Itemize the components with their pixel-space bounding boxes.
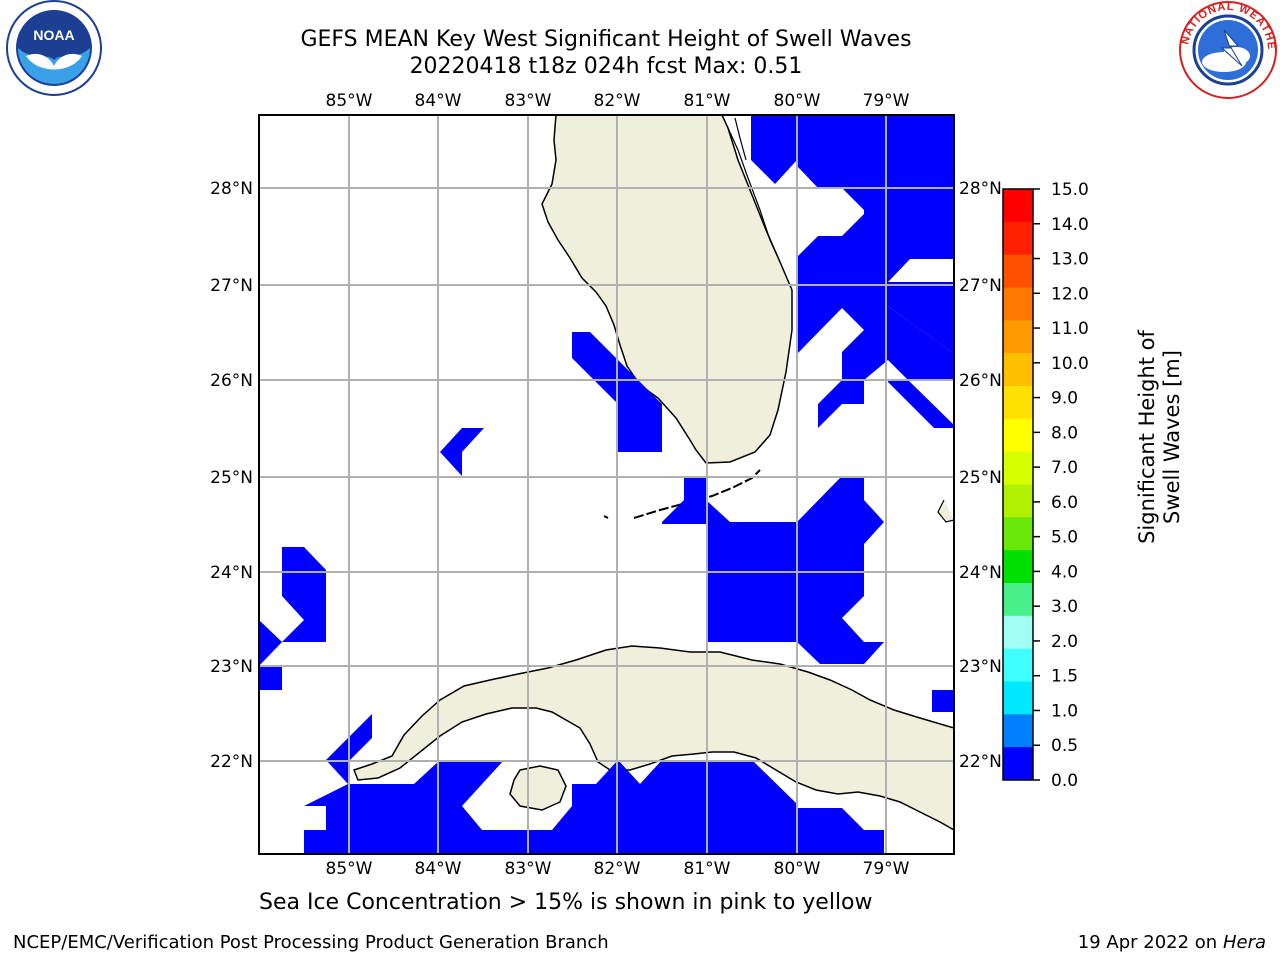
colorbar-tick-label: 4.0 bbox=[1051, 562, 1078, 582]
lat-label-left: 25°N bbox=[210, 468, 253, 488]
lat-label-right: 27°N bbox=[959, 276, 1002, 296]
swell-wave-field bbox=[259, 115, 954, 854]
lon-label-bottom: 80°W bbox=[774, 859, 821, 879]
colorbar-segment bbox=[1003, 517, 1033, 551]
lon-label-top: 83°W bbox=[505, 91, 552, 111]
colorbar-tick-label: 3.0 bbox=[1051, 597, 1078, 617]
lon-label-top: 79°W bbox=[863, 91, 910, 111]
lat-label-right: 26°N bbox=[959, 371, 1002, 391]
lat-label-left: 24°N bbox=[210, 563, 253, 583]
lat-label-right: 25°N bbox=[959, 468, 1002, 488]
svg-text:NOAA: NOAA bbox=[33, 27, 74, 43]
colorbar-segment bbox=[1003, 714, 1033, 748]
colorbar-label: Significant Height of Swell Waves [m] bbox=[1135, 330, 1184, 544]
colorbar-segment bbox=[1003, 386, 1033, 420]
colorbar-segment bbox=[1003, 353, 1033, 387]
map-frame bbox=[258, 114, 955, 855]
lon-label-top: 81°W bbox=[684, 91, 731, 111]
lat-label-left: 22°N bbox=[210, 752, 253, 772]
colorbar-segment bbox=[1003, 287, 1033, 321]
cuba-land bbox=[353, 645, 954, 854]
colorbar-tick-label: 12.0 bbox=[1051, 284, 1089, 304]
lon-label-bottom: 81°W bbox=[684, 859, 731, 879]
colorbar-segment bbox=[1003, 583, 1033, 617]
colorbar-segment bbox=[1003, 189, 1033, 223]
colorbar-tick-label: 1.0 bbox=[1051, 701, 1078, 721]
colorbar-frame bbox=[1002, 188, 1034, 781]
lat-label-right: 24°N bbox=[959, 563, 1002, 583]
colorbar-segment bbox=[1003, 451, 1033, 485]
noaa-logo-icon: NOAA bbox=[6, 0, 102, 96]
lat-label-left: 26°N bbox=[210, 371, 253, 391]
colorbar-segment bbox=[1003, 747, 1033, 781]
colorbar-tick-label: 9.0 bbox=[1051, 389, 1078, 409]
colorbar-tick-label: 11.0 bbox=[1051, 319, 1089, 339]
colorbar-segment bbox=[1003, 418, 1033, 453]
national-weather-service-logo-icon: NATIONAL WEATHER SERVICE bbox=[1176, 0, 1277, 99]
lat-label-right: 22°N bbox=[959, 752, 1002, 772]
lon-label-bottom: 79°W bbox=[863, 859, 910, 879]
colorbar-segment bbox=[1003, 320, 1033, 354]
lat-label-left: 28°N bbox=[210, 179, 253, 199]
lon-label-top: 82°W bbox=[594, 91, 641, 111]
colorbar-tick-label: 1.5 bbox=[1051, 667, 1078, 687]
lat-label-left: 27°N bbox=[210, 276, 253, 296]
lon-label-bottom: 82°W bbox=[594, 859, 641, 879]
colorbar-segment bbox=[1003, 615, 1033, 650]
lon-label-top: 85°W bbox=[326, 91, 373, 111]
lon-label-bottom: 83°W bbox=[505, 859, 552, 879]
colorbar-tick-label: 6.0 bbox=[1051, 493, 1078, 513]
colorbar-tick-label: 0.5 bbox=[1051, 736, 1078, 756]
colorbar bbox=[1003, 189, 1033, 781]
isla-juventud bbox=[509, 765, 567, 811]
colorbar-tick-label: 14.0 bbox=[1051, 215, 1089, 235]
colorbar-tick-label: 7.0 bbox=[1051, 458, 1078, 478]
colorbar-tick-label: 15.0 bbox=[1051, 180, 1089, 200]
generation-date: 19 Apr 2022 on Hera bbox=[1077, 932, 1266, 953]
branch-credit: NCEP/EMC/Verification Post Processing Pr… bbox=[13, 932, 609, 953]
lon-label-top: 80°W bbox=[774, 91, 821, 111]
graticule bbox=[259, 115, 954, 854]
machine-name: Hera bbox=[1222, 932, 1266, 953]
chart-title: GEFS MEAN Key West Significant Height of… bbox=[300, 27, 912, 52]
colorbar-tick-label: 13.0 bbox=[1051, 250, 1089, 270]
colorbar-tick-label: 5.0 bbox=[1051, 528, 1078, 548]
colorbar-segment bbox=[1003, 254, 1033, 288]
lon-label-bottom: 84°W bbox=[415, 859, 462, 879]
lat-label-right: 23°N bbox=[959, 657, 1002, 677]
lon-label-bottom: 85°W bbox=[326, 859, 373, 879]
lat-label-right: 28°N bbox=[959, 179, 1002, 199]
colorbar-tick-label: 2.0 bbox=[1051, 632, 1078, 652]
lon-label-top: 84°W bbox=[415, 91, 462, 111]
colorbar-segment bbox=[1003, 484, 1033, 518]
colorbar-tick-label: 10.0 bbox=[1051, 354, 1089, 374]
lat-label-left: 23°N bbox=[210, 657, 253, 677]
colorbar-tick-label: 8.0 bbox=[1051, 423, 1078, 443]
colorbar-segment bbox=[1003, 681, 1033, 715]
colorbar-segment bbox=[1003, 550, 1033, 584]
chart-subtitle: 20220418 t18z 024h fcst Max: 0.51 bbox=[409, 54, 803, 79]
sea-ice-note: Sea Ice Concentration > 15% is shown in … bbox=[259, 890, 873, 915]
colorbar-segment bbox=[1003, 221, 1033, 256]
colorbar-tick-label: 0.0 bbox=[1051, 771, 1078, 791]
colorbar-segment bbox=[1003, 648, 1033, 682]
map-area bbox=[259, 115, 954, 854]
